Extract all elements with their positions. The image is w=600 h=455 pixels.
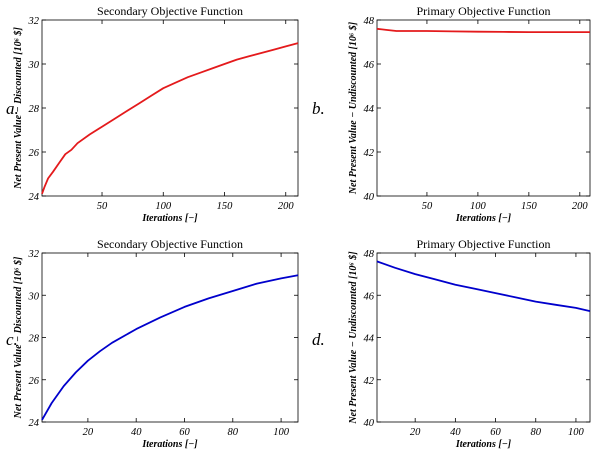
y-tick-label: 48 [364, 16, 375, 27]
chart-title: Primary Objective Function [417, 4, 551, 18]
x-tick-label: 150 [217, 201, 234, 212]
series-line [41, 274, 299, 421]
x-axis-label: Iterations [−] [141, 213, 198, 224]
x-tick-label: 40 [450, 427, 461, 438]
x-tick-label: 200 [278, 201, 295, 212]
series-line [376, 260, 591, 312]
x-tick-label: 100 [155, 201, 172, 212]
x-tick-label: 80 [228, 427, 239, 438]
y-tick-label: 24 [29, 192, 40, 203]
x-tick-label: 100 [273, 427, 290, 438]
y-tick-label: 26 [29, 148, 40, 159]
y-tick-label: 48 [364, 249, 375, 260]
plot-frame [41, 19, 299, 197]
y-tick-label: 46 [364, 291, 375, 302]
x-axis-label: Iterations [−] [141, 439, 198, 450]
y-tick-label: 44 [364, 104, 375, 115]
panel-letter: b. [312, 99, 325, 118]
x-tick-label: 200 [572, 201, 589, 212]
x-tick-label: 50 [97, 201, 108, 212]
x-tick-label: 60 [490, 427, 501, 438]
y-tick-label: 40 [364, 418, 375, 429]
y-tick-label: 32 [28, 249, 40, 260]
chart-panel-1: Secondary Objective Function a. 50 100 150 20… [6, 4, 299, 224]
plot-frame [376, 19, 591, 197]
chart-panel-2: Primary Objective Function b. 50 100 150 200 4… [312, 4, 591, 224]
panel-letter: a. [6, 99, 19, 118]
x-axis-label: Iterations [−] [455, 213, 512, 224]
y-tick-label: 44 [364, 334, 375, 345]
y-tick-label: 28 [29, 334, 40, 345]
y-tick-label: 46 [364, 60, 375, 71]
y-tick-label: 42 [364, 148, 375, 159]
y-axis-label: Net Present Value − Discounted [10⁶ $] [13, 256, 24, 419]
y-tick-label: 30 [28, 60, 40, 71]
chart-title: Secondary Objective Function [97, 4, 243, 18]
x-tick-label: 100 [470, 201, 487, 212]
y-tick-label: 42 [364, 376, 375, 387]
y-axis-label: Net Present Value − Undiscounted [10⁶ $] [348, 251, 359, 425]
series-line [376, 27, 590, 33]
x-tick-label: 50 [422, 201, 433, 212]
y-tick-label: 40 [364, 192, 375, 203]
y-tick-label: 28 [29, 104, 40, 115]
x-tick-label: 100 [568, 427, 585, 438]
y-tick-label: 32 [28, 16, 40, 27]
x-tick-label: 20 [410, 427, 421, 438]
panel-letter: d. [312, 330, 325, 349]
x-tick-label: 20 [83, 427, 94, 438]
y-axis-label: Net Present Value − Undiscounted [10⁶ $] [348, 21, 359, 195]
chart-panel-3: Secondary Objective Function c. 20 40 60 80 10… [6, 237, 299, 450]
chart-title: Primary Objective Function [417, 237, 551, 251]
x-axis-label: Iterations [−] [455, 439, 512, 450]
series-line [41, 42, 299, 195]
x-tick-label: 40 [131, 427, 142, 438]
y-tick-label: 26 [29, 376, 40, 387]
y-tick-label: 24 [29, 418, 40, 429]
x-tick-label: 150 [521, 201, 538, 212]
chart-panel-4: Primary Objective Function d. 20 40 60 80 100 4… [312, 237, 591, 450]
plot-frame [376, 252, 591, 423]
x-tick-label: 60 [179, 427, 190, 438]
plot-frame [41, 252, 299, 423]
chart-title: Secondary Objective Function [97, 237, 243, 251]
y-tick-label: 30 [28, 291, 40, 302]
x-tick-label: 80 [530, 427, 541, 438]
y-axis-label: Net Present Value − Discounted [10⁶ $] [13, 26, 24, 189]
panel-letter: c. [6, 330, 18, 349]
